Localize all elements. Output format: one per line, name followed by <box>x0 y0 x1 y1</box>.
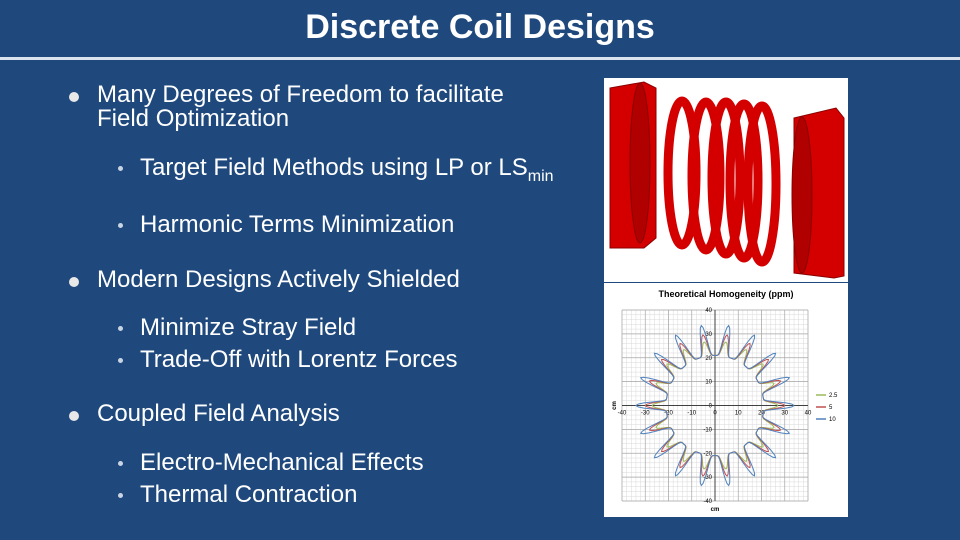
x-tick-label: 10 <box>735 411 742 417</box>
y-tick-label: -30 <box>703 475 712 481</box>
y-tick-label: -40 <box>703 499 712 505</box>
x-tick-label: -30 <box>641 411 650 417</box>
sub-bullet: Target Field Methods using LP or LSmin <box>118 154 560 189</box>
homogeneity-chart: Theoretical Homogeneity (ppm) -40 -30 -20 -1… <box>604 283 848 517</box>
bullet: Modern Designs Actively Shielded <box>69 266 460 293</box>
legend-label: 10 <box>829 417 836 423</box>
chart-background <box>604 283 848 517</box>
x-tick-label: -40 <box>618 411 627 417</box>
coil-image <box>604 78 848 282</box>
x-tick-label: -20 <box>664 411 673 417</box>
sub-bullet: Electro-Mechanical Effects <box>118 449 424 476</box>
legend-label: 2.5 <box>829 393 838 399</box>
sub-bullet: Thermal Contraction <box>117 481 358 508</box>
slide-title: Discrete Coil Designs <box>305 8 655 46</box>
subscript: min <box>527 167 554 185</box>
x-tick-label: 30 <box>781 411 788 417</box>
chart-title: Theoretical Homogeneity (ppm) <box>658 289 793 299</box>
y-axis-label: cm <box>612 401 618 410</box>
y-tick-label: -20 <box>703 451 712 457</box>
x-tick-label: 40 <box>805 411 812 417</box>
x-axis-label: cm <box>711 507 720 513</box>
legend-label: 5 <box>829 405 833 411</box>
contour <box>634 324 795 487</box>
x-tick-label: -10 <box>687 411 696 417</box>
contour <box>651 341 779 470</box>
y-tick-label: 10 <box>705 380 712 386</box>
sub-bullet: Harmonic Terms Minimization <box>117 211 455 238</box>
y-tick-label: -10 <box>703 427 712 433</box>
bullet: Many Degrees of Freedom to facilitate Fi… <box>69 83 517 131</box>
sub-bullet: Minimize Stray Field <box>117 314 357 341</box>
bullet: Coupled Field Analysis <box>69 400 340 427</box>
y-tick-label: 40 <box>705 308 712 314</box>
sub-bullet: Trade-Off with Lorentz Forces <box>117 346 458 373</box>
title-rule <box>0 57 960 60</box>
sub-bullet-text: Target Field Methods using LP or LS <box>140 154 528 181</box>
y-tick-label: 0 <box>709 404 713 410</box>
y-tick-label: 30 <box>705 332 712 338</box>
contour <box>644 334 786 477</box>
y-tick-label: 20 <box>705 356 712 362</box>
x-tick-label: 20 <box>758 411 765 417</box>
